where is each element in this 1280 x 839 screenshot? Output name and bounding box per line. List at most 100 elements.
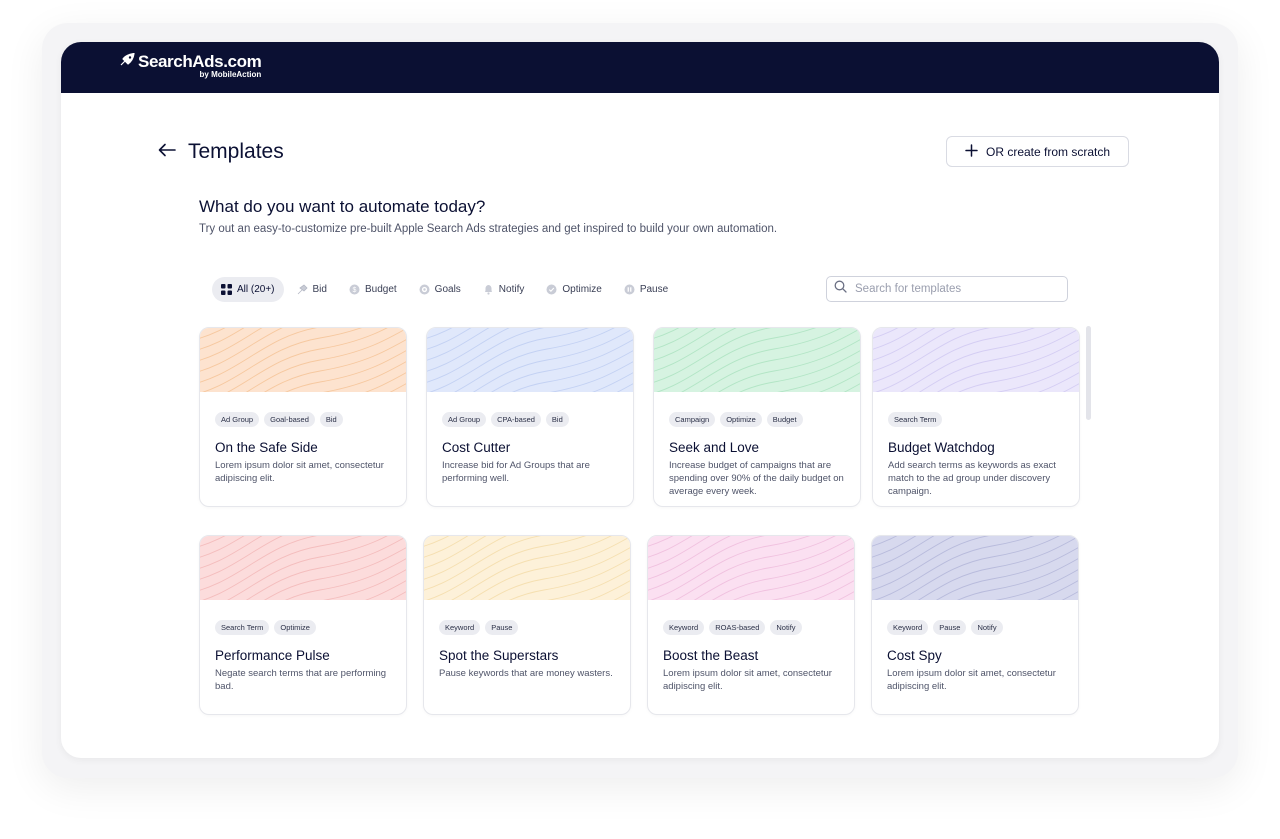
tag: Optimize bbox=[274, 620, 316, 635]
tag-list: Ad Group CPA-based Bid bbox=[442, 412, 569, 427]
page-title: Templates bbox=[188, 140, 284, 163]
filter-tab-bid[interactable]: Bid bbox=[288, 277, 336, 302]
pause-icon bbox=[624, 284, 635, 295]
card-title: On the Safe Side bbox=[215, 440, 318, 455]
tag: Pause bbox=[485, 620, 519, 635]
card-banner-pattern bbox=[654, 328, 860, 392]
back-button[interactable] bbox=[156, 141, 178, 163]
filter-tab-label: Budget bbox=[364, 283, 397, 295]
card-description: Pause keywords that are money wasters. bbox=[439, 668, 613, 679]
card-description: Add search terms as keywords as exact ma… bbox=[888, 460, 1056, 497]
search-icon bbox=[834, 280, 847, 298]
tag-list: Keyword Pause Notify bbox=[887, 620, 1003, 635]
tag-list: Search Term bbox=[888, 412, 943, 427]
create-from-scratch-button[interactable]: OR create from scratch bbox=[946, 136, 1129, 167]
template-card[interactable]: Keyword ROAS-based Notify Boost the Beast Lo… bbox=[647, 535, 855, 715]
card-title: Cost Spy bbox=[887, 648, 942, 663]
brand-name: SearchAds.com bbox=[138, 52, 262, 71]
card-title: Budget Watchdog bbox=[888, 440, 995, 455]
svg-text:$: $ bbox=[353, 287, 357, 294]
bell-icon bbox=[483, 284, 494, 295]
optimize-icon bbox=[546, 284, 557, 295]
scrollbar-thumb[interactable] bbox=[1086, 326, 1091, 420]
card-description: Increase bid for Ad Groups that are perf… bbox=[442, 460, 590, 484]
tag: Ad Group bbox=[442, 412, 487, 427]
filter-tab-label: Pause bbox=[639, 283, 669, 295]
card-title: Seek and Love bbox=[669, 440, 760, 455]
tag: Campaign bbox=[669, 412, 716, 427]
bid-icon bbox=[297, 283, 308, 295]
filter-tabs: All (20+) Bid $ Budget Goals Notify Optimize Pa… bbox=[212, 276, 677, 302]
tag: CPA-based bbox=[491, 412, 541, 427]
filter-tab-optimize[interactable]: Optimize bbox=[537, 277, 610, 302]
card-title: Spot the Superstars bbox=[439, 648, 559, 663]
tag: Notify bbox=[971, 620, 1003, 635]
card-description: Lorem ipsum dolor sit amet, consectetur … bbox=[663, 668, 832, 692]
card-title: Cost Cutter bbox=[442, 440, 511, 455]
card-banner-pattern bbox=[873, 328, 1079, 392]
tag: Bid bbox=[319, 412, 343, 427]
tag: Budget bbox=[766, 412, 803, 427]
card-description: Negate search terms that are performing … bbox=[215, 668, 387, 692]
card-description: Lorem ipsum dolor sit amet, consectetur … bbox=[215, 460, 384, 484]
filter-tab-label: Bid bbox=[312, 283, 327, 295]
card-banner-pattern bbox=[200, 328, 406, 392]
template-card[interactable]: Ad Group Goal-based Bid On the Safe Side Lor… bbox=[199, 327, 407, 507]
template-card[interactable]: Campaign Optimize Budget Seek and Love Incre… bbox=[653, 327, 861, 507]
tag: Search Term bbox=[888, 412, 943, 427]
brand-logo[interactable]: SearchAds.com by MobileAction bbox=[120, 52, 262, 80]
filter-tab-label: Notify bbox=[498, 283, 525, 295]
filter-tab-all-20[interactable]: All (20+) bbox=[212, 276, 284, 302]
tag-list: Search Term Optimize bbox=[215, 620, 316, 635]
filter-tab-label: Goals bbox=[434, 283, 461, 295]
tag: Bid bbox=[545, 412, 569, 427]
template-card[interactable]: Ad Group CPA-based Bid Cost Cutter Increase … bbox=[426, 327, 634, 507]
tag: Pause bbox=[933, 620, 967, 635]
search-input[interactable] bbox=[853, 282, 1057, 296]
card-banner-pattern bbox=[872, 536, 1078, 600]
tag-list: Keyword ROAS-based Notify bbox=[663, 620, 802, 635]
card-title: Performance Pulse bbox=[215, 648, 330, 663]
brand-byline: by MobileAction bbox=[199, 70, 262, 79]
filter-tab-goals[interactable]: Goals bbox=[410, 277, 470, 302]
template-card[interactable]: Keyword Pause Notify Cost Spy Lorem ipsum do… bbox=[871, 535, 1079, 715]
tag-list: Ad Group Goal-based Bid bbox=[215, 412, 343, 427]
card-banner-pattern bbox=[200, 536, 406, 600]
intro-headline: What do you want to automate today? bbox=[199, 197, 486, 216]
card-banner-pattern bbox=[427, 328, 633, 392]
budget-icon: $ bbox=[349, 284, 360, 295]
tag: Goal-based bbox=[264, 412, 315, 427]
tag-list: Keyword Pause bbox=[439, 620, 519, 635]
create-from-scratch-label: OR create from scratch bbox=[985, 144, 1111, 159]
card-banner-pattern bbox=[648, 536, 854, 600]
tag: ROAS-based bbox=[709, 620, 766, 635]
app-window: SearchAds.com by MobileAction Templates … bbox=[61, 42, 1219, 758]
filter-tab-notify[interactable]: Notify bbox=[474, 277, 534, 302]
tag: Optimize bbox=[720, 412, 762, 427]
filter-tab-budget[interactable]: $ Budget bbox=[340, 277, 406, 302]
intro-subline: Try out an easy-to-customize pre-built A… bbox=[199, 223, 778, 235]
card-banner-pattern bbox=[424, 536, 630, 600]
arrow-left-icon bbox=[158, 143, 176, 162]
tag: Search Term bbox=[215, 620, 270, 635]
goals-icon bbox=[419, 284, 430, 295]
card-title: Boost the Beast bbox=[663, 648, 759, 663]
tag: Notify bbox=[770, 620, 802, 635]
template-card[interactable]: Search Term Budget Watchdog Add search ter… bbox=[872, 327, 1080, 507]
grid-icon bbox=[221, 283, 232, 295]
tag: Keyword bbox=[663, 620, 705, 635]
filter-tab-pause[interactable]: Pause bbox=[615, 277, 677, 302]
template-card[interactable]: Search Term Optimize Performance Pulse Nega… bbox=[199, 535, 407, 715]
tag: Ad Group bbox=[215, 412, 260, 427]
tag-list: Campaign Optimize Budget bbox=[669, 412, 803, 427]
tag: Keyword bbox=[887, 620, 929, 635]
filter-tab-label: Optimize bbox=[562, 283, 602, 295]
template-card[interactable]: Keyword Pause Spot the Superstars Pause key… bbox=[423, 535, 631, 715]
tag: Keyword bbox=[439, 620, 481, 635]
card-description: Lorem ipsum dolor sit amet, consectetur … bbox=[887, 668, 1056, 692]
filter-tab-label: All (20+) bbox=[237, 283, 275, 295]
card-description: Increase budget of campaigns that are sp… bbox=[669, 460, 844, 497]
rocket-icon bbox=[120, 52, 135, 71]
top-bar: SearchAds.com by MobileAction bbox=[61, 42, 1219, 93]
template-search[interactable] bbox=[826, 276, 1068, 302]
